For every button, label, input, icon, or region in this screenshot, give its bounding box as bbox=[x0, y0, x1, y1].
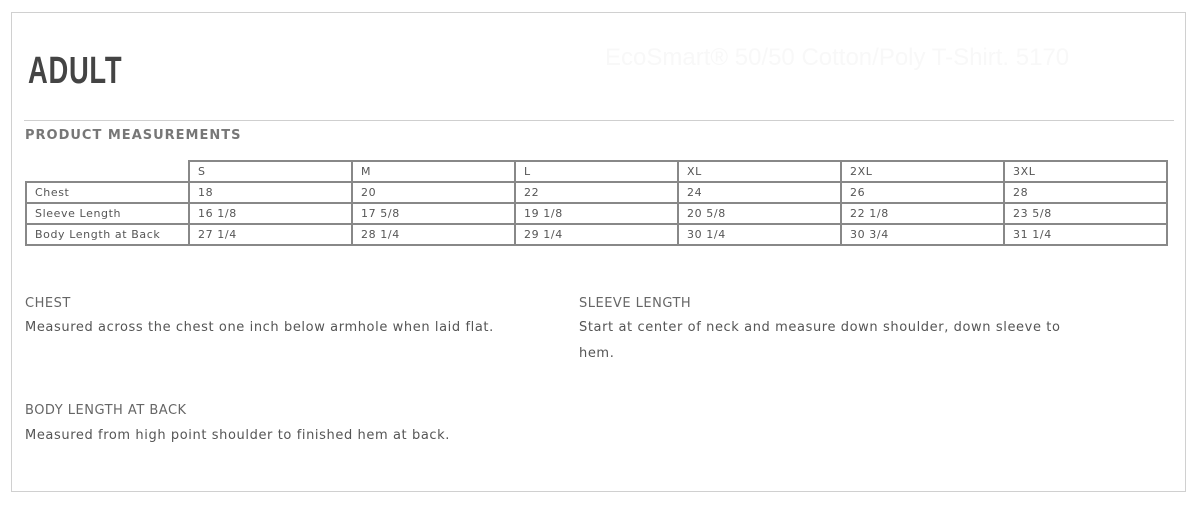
measurements-table: S M L XL 2XL 3XL Chest 18 20 22 24 26 28… bbox=[25, 160, 1168, 246]
cell: 18 bbox=[188, 181, 353, 204]
cell: 16 1/8 bbox=[188, 202, 353, 225]
cell: 28 1/4 bbox=[351, 223, 516, 246]
cell: 20 bbox=[351, 181, 516, 204]
cell: 31 1/4 bbox=[1003, 223, 1168, 246]
cell: 30 1/4 bbox=[677, 223, 842, 246]
cell: 24 bbox=[677, 181, 842, 204]
chest-description: Measured across the chest one inch below… bbox=[25, 320, 494, 335]
product-name: EcoSmart® 50/50 Cotton/Poly T-Shirt. 517… bbox=[605, 44, 1070, 71]
sleeve-description: Start at center of neck and measure down… bbox=[579, 320, 1061, 361]
cell: 23 5/8 bbox=[1003, 202, 1168, 225]
table-header-row: S M L XL 2XL 3XL bbox=[26, 160, 1168, 183]
page-title: ADULT bbox=[28, 50, 123, 92]
size-header: XL bbox=[677, 160, 842, 183]
body-length-heading: BODY LENGTH AT BACK bbox=[25, 403, 187, 418]
row-label: Chest bbox=[25, 181, 190, 204]
cell: 22 1/8 bbox=[840, 202, 1005, 225]
cell: 27 1/4 bbox=[188, 223, 353, 246]
cell: 28 bbox=[1003, 181, 1168, 204]
cell: 22 bbox=[514, 181, 679, 204]
section-title: PRODUCT MEASUREMENTS bbox=[25, 128, 242, 143]
size-chart-frame bbox=[11, 12, 1186, 492]
cell: 20 5/8 bbox=[677, 202, 842, 225]
table-row: Chest 18 20 22 24 26 28 bbox=[25, 181, 1168, 204]
body-length-description: Measured from high point shoulder to fin… bbox=[25, 428, 450, 443]
table-row: Body Length at Back 27 1/4 28 1/4 29 1/4… bbox=[25, 223, 1168, 246]
cell: 30 3/4 bbox=[840, 223, 1005, 246]
cell: 29 1/4 bbox=[514, 223, 679, 246]
cell: 17 5/8 bbox=[351, 202, 516, 225]
divider bbox=[24, 120, 1174, 121]
size-header: 3XL bbox=[1003, 160, 1168, 183]
empty-header-cell bbox=[26, 161, 190, 183]
cell: 19 1/8 bbox=[514, 202, 679, 225]
size-header: S bbox=[188, 160, 353, 183]
cell: 26 bbox=[840, 181, 1005, 204]
table-row: Sleeve Length 16 1/8 17 5/8 19 1/8 20 5/… bbox=[25, 202, 1168, 225]
sleeve-heading: SLEEVE LENGTH bbox=[579, 296, 692, 311]
chest-heading: CHEST bbox=[25, 296, 71, 311]
row-label: Body Length at Back bbox=[25, 223, 190, 246]
row-label: Sleeve Length bbox=[25, 202, 190, 225]
size-header: L bbox=[514, 160, 679, 183]
size-header: M bbox=[351, 160, 516, 183]
size-header: 2XL bbox=[840, 160, 1005, 183]
